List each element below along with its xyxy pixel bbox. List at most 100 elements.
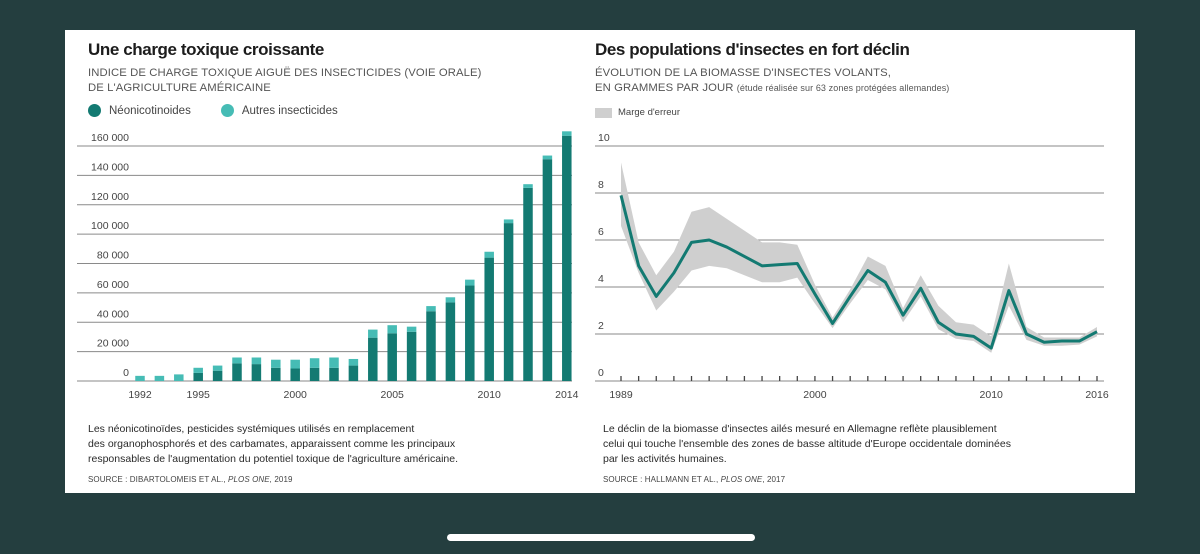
bar-neonicotinoides	[348, 365, 359, 381]
left-subtitle-line1: INDICE DE CHARGE TOXIQUE AIGUË DES INSEC…	[88, 67, 482, 79]
legend-dot-neonicotinoides-icon	[88, 104, 101, 117]
bar-neonicotinoides	[484, 257, 494, 381]
legend-label: Autres insecticides	[241, 104, 338, 117]
bar-neonicotinoides	[445, 302, 456, 381]
bar-neonicotinoides	[368, 337, 378, 381]
bar-autres-insecticides	[348, 358, 359, 366]
biomass-line	[619, 194, 1098, 350]
y-tick-label: 6	[598, 226, 604, 238]
bar-autres-insecticides	[368, 329, 378, 338]
right-subtitle-line2: EN GRAMMES PAR JOUR	[595, 82, 734, 94]
bar-autres-insecticides	[135, 375, 145, 381]
bar-autres-insecticides	[329, 357, 339, 368]
y-tick-label: 4	[598, 273, 604, 285]
y-tick-label: 140 000	[91, 161, 129, 173]
stacked-bar-chart: 0 20 000 40 000 60 000 80 000 100 000 120 000 1…	[77, 131, 579, 401]
right-subtitle-note: (étude réalisée sur 63 zones protégées a…	[736, 83, 950, 93]
y-tick-label: 10	[598, 132, 610, 144]
bar-neonicotinoides	[212, 370, 223, 381]
right-chart-title: Des populations d'insectes en fort décli…	[595, 40, 910, 59]
bar-autres-insecticides	[523, 184, 533, 188]
x-tick-label: 2016	[1085, 389, 1109, 401]
y-tick-label: 8	[598, 179, 604, 191]
bar-neonicotinoides	[387, 333, 397, 381]
legend-item-neonicotinoides: Néonicotinoides	[88, 104, 191, 117]
legend-label: Néonicotinoides	[109, 104, 191, 117]
error-margin-band	[621, 162, 1097, 353]
right-legend: Marge d'erreur	[595, 107, 680, 118]
bar-neonicotinoides	[562, 135, 572, 381]
y-tick-label: 100 000	[91, 220, 129, 232]
x-tick-label: 2000	[284, 389, 308, 401]
toxic-load-panel: Une charge toxique croissante INDICE DE …	[65, 30, 590, 493]
left-subtitle-line2: DE L'AGRICULTURE AMÉRICAINE	[88, 82, 271, 94]
x-tick-label: 2010	[478, 389, 502, 401]
y-tick-label: 40 000	[97, 308, 129, 320]
bar-neonicotinoides	[542, 159, 553, 381]
bar-neonicotinoides	[232, 363, 242, 381]
left-chart-title: Une charge toxique croissante	[88, 40, 324, 59]
bar-neonicotinoides	[426, 311, 436, 381]
x-tick-label: 2010	[980, 389, 1004, 401]
y-tick-label: 160 000	[91, 132, 129, 144]
left-source: SOURCE : DIBARTOLOMEIS ET AL., PLOS ONE,…	[88, 475, 293, 484]
bar-neonicotinoides	[406, 331, 417, 381]
y-tick-label: 80 000	[97, 250, 129, 262]
bar-autres-insecticides	[426, 306, 436, 312]
error-margin-swatch-icon	[595, 107, 612, 118]
legend-dot-autres-insecticides-icon	[220, 104, 234, 117]
x-tick-label: 2005	[381, 389, 405, 401]
y-tick-label: 60 000	[97, 279, 129, 291]
x-tick-label: 1995	[187, 389, 211, 401]
right-caption: Le déclin de la biomasse d'insectes ailé…	[603, 422, 1133, 467]
bar-autres-insecticides	[193, 367, 203, 373]
bar-neonicotinoides	[251, 364, 262, 381]
bar-neonicotinoides	[503, 223, 514, 381]
x-tick-label: 1992	[128, 389, 152, 401]
right-chart-subtitle: ÉVOLUTION DE LA BIOMASSE D'INSECTES VOLA…	[595, 66, 949, 96]
y-tick-label: 0	[123, 367, 129, 379]
insect-biomass-panel: Des populations d'insectes en fort décli…	[590, 30, 1135, 493]
right-source-year: , 2017	[762, 475, 786, 484]
bar-autres-insecticides	[271, 359, 281, 368]
bar-neonicotinoides	[523, 187, 533, 381]
right-subtitle-line2-wrap: EN GRAMMES PAR JOUR (étude réalisée sur …	[595, 81, 949, 96]
right-source-prefix: SOURCE : HALLMANN ET AL.,	[603, 475, 721, 484]
bar-autres-insecticides	[290, 359, 300, 369]
bar-autres-insecticides	[387, 325, 397, 334]
bar-autres-insecticides	[174, 374, 184, 381]
right-source-journal: PLOS ONE	[720, 475, 763, 484]
left-caption: Les néonicotinoïdes, pesticides systémiq…	[88, 422, 588, 467]
legend-item-autres-insecticides: Autres insecticides	[220, 104, 338, 117]
bar-autres-insecticides	[154, 375, 165, 381]
right-caption-line2: celui qui touche l'ensemble des zones de…	[603, 438, 1011, 450]
bar-autres-insecticides	[542, 155, 553, 160]
right-caption-line3: par les activités humaines.	[603, 453, 727, 465]
bar-autres-insecticides	[406, 326, 417, 332]
bar-autres-insecticides	[484, 251, 494, 258]
left-legend: Néonicotinoides Autres insecticides	[88, 104, 368, 117]
y-tick-label: 120 000	[91, 191, 129, 203]
left-caption-line1: Les néonicotinoïdes, pesticides systémiq…	[88, 423, 415, 435]
bar-neonicotinoides	[290, 368, 300, 381]
right-source: SOURCE : HALLMANN ET AL., PLOS ONE, 2017	[603, 475, 785, 484]
bar-autres-insecticides	[309, 358, 320, 368]
bar-autres-insecticides	[445, 297, 456, 303]
left-source-prefix: SOURCE : DIBARTOLOMEIS ET AL.,	[88, 475, 229, 484]
bar-autres-insecticides	[212, 365, 223, 371]
right-subtitle-line1: ÉVOLUTION DE LA BIOMASSE D'INSECTES VOLA…	[595, 67, 891, 79]
y-tick-label: 2	[598, 320, 604, 332]
left-caption-line3: responsables de l'augmentation du potent…	[88, 453, 458, 465]
left-chart-subtitle: INDICE DE CHARGE TOXIQUE AIGUË DES INSEC…	[88, 66, 482, 96]
left-caption-line2: des organophosphorés et des carbamates, …	[88, 438, 456, 450]
x-tick-label: 1989	[609, 389, 633, 401]
bar-autres-insecticides	[503, 219, 514, 224]
bar-autres-insecticides	[232, 357, 242, 364]
y-tick-label: 20 000	[97, 338, 129, 350]
bar-neonicotinoides	[465, 285, 475, 381]
x-tick-label: 2000	[803, 389, 827, 401]
bar-autres-insecticides	[251, 357, 262, 365]
bar-neonicotinoides	[193, 372, 203, 381]
home-indicator[interactable]	[447, 534, 755, 541]
x-tick-label: 2014	[555, 389, 579, 401]
